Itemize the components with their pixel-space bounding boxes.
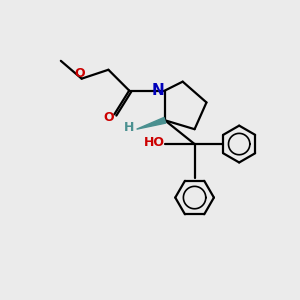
Text: O: O (103, 111, 114, 124)
Text: H: H (124, 121, 134, 134)
Text: N: N (152, 83, 165, 98)
Text: O: O (75, 67, 86, 80)
Polygon shape (136, 117, 166, 129)
Text: HO: HO (144, 136, 165, 149)
